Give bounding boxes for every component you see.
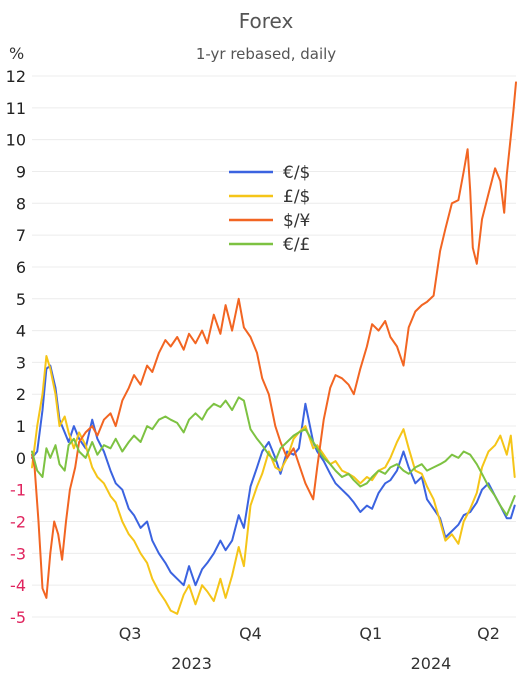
x-tick-label: Q3 bbox=[119, 624, 142, 643]
y-tick-label: -1 bbox=[10, 481, 26, 500]
series-line-4 bbox=[31, 396, 516, 517]
y-tick-label: 10 bbox=[6, 131, 26, 150]
series-lines bbox=[31, 81, 517, 615]
y-tick-label: 0 bbox=[16, 449, 26, 468]
y-tick-label: 12 bbox=[6, 67, 26, 86]
y-tick-label: 7 bbox=[16, 226, 26, 245]
y-tick-label: 3 bbox=[16, 353, 26, 372]
chart-subtitle: 1-yr rebased, daily bbox=[196, 45, 336, 63]
x-year-label: 2024 bbox=[411, 654, 452, 673]
y-tick-label: 1 bbox=[16, 417, 26, 436]
y-tick-label: -2 bbox=[10, 513, 26, 532]
chart-title: Forex bbox=[239, 9, 294, 33]
y-tick-label: 8 bbox=[16, 194, 26, 213]
y-tick-label: -4 bbox=[10, 576, 26, 595]
legend-label: €/$ bbox=[283, 163, 310, 183]
y-tick-label: -5 bbox=[10, 608, 26, 627]
y-tick-label: 11 bbox=[6, 99, 26, 118]
series-line-3 bbox=[31, 81, 517, 599]
y-tick-label: 5 bbox=[16, 290, 26, 309]
legend: €/$ £/$ $/¥ €/£ bbox=[229, 163, 311, 255]
legend-label: €/£ bbox=[283, 235, 310, 255]
series-line-1 bbox=[31, 364, 516, 587]
legend-label: $/¥ bbox=[283, 211, 311, 231]
y-axis-unit: % bbox=[9, 44, 24, 63]
x-tick-label: Q2 bbox=[477, 624, 500, 643]
x-axis-ticks: Q3 Q4 Q1 Q2 2023 2024 bbox=[119, 624, 500, 673]
y-tick-label: -3 bbox=[10, 544, 26, 563]
y-tick-label: 6 bbox=[16, 258, 26, 277]
x-tick-label: Q1 bbox=[359, 624, 382, 643]
legend-label: £/$ bbox=[283, 187, 310, 207]
x-year-label: 2023 bbox=[171, 654, 212, 673]
y-tick-label: 2 bbox=[16, 385, 26, 404]
y-tick-label: 4 bbox=[16, 322, 26, 341]
grid-lines bbox=[32, 75, 516, 618]
y-tick-label: 9 bbox=[16, 162, 26, 181]
x-tick-label: Q4 bbox=[239, 624, 262, 643]
series-line-2 bbox=[31, 355, 516, 615]
